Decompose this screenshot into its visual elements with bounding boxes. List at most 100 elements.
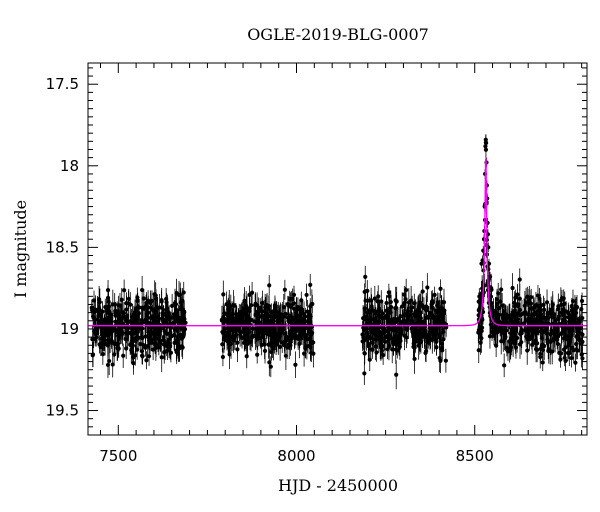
y-tick-label: 19: [60, 320, 79, 338]
data-points-group: [89, 134, 585, 390]
data-point: [159, 299, 164, 304]
data-point: [394, 299, 399, 304]
data-point: [224, 302, 229, 307]
data-point: [177, 346, 182, 351]
data-point: [239, 335, 245, 340]
data-point: [237, 328, 242, 334]
data-point: [505, 349, 511, 354]
data-point: [385, 347, 390, 352]
data-point: [567, 313, 573, 318]
data-point: [389, 304, 394, 310]
data-point: [161, 311, 166, 316]
data-point: [268, 322, 273, 328]
data-point: [135, 295, 140, 300]
data-point: [90, 337, 95, 342]
data-point: [130, 344, 135, 349]
data-point: [152, 292, 157, 297]
data-point: [174, 350, 179, 355]
data-point: [550, 349, 555, 354]
data-point: [561, 307, 566, 312]
data-point: [576, 325, 581, 330]
data-point: [514, 320, 519, 325]
data-point: [397, 336, 402, 341]
data-point: [221, 292, 226, 297]
data-point: [555, 337, 560, 343]
data-point: [437, 308, 443, 314]
data-point: [230, 318, 235, 323]
data-point: [97, 297, 102, 302]
data-point: [362, 337, 367, 343]
data-point: [139, 335, 145, 340]
data-point: [546, 347, 551, 352]
data-point: [263, 305, 268, 310]
data-point: [432, 315, 437, 320]
data-point: [570, 298, 576, 304]
data-point: [393, 347, 398, 352]
data-point: [493, 324, 498, 329]
data-point: [118, 325, 124, 330]
y-axis-label: I magnitude: [11, 200, 30, 298]
data-point: [544, 326, 549, 331]
x-tick-label: 8500: [456, 447, 494, 465]
data-point: [508, 345, 513, 350]
data-point: [368, 326, 373, 332]
data-point: [249, 303, 254, 308]
data-point: [513, 345, 519, 350]
data-point: [134, 306, 139, 311]
data-point: [517, 277, 522, 282]
data-point: [579, 298, 585, 304]
data-point: [517, 307, 522, 313]
data-point: [362, 289, 367, 294]
data-point: [387, 308, 392, 313]
data-point: [302, 330, 307, 335]
data-point: [432, 336, 437, 341]
data-point: [517, 296, 522, 301]
data-point: [128, 302, 133, 307]
data-point: [425, 285, 430, 290]
data-point: [140, 353, 145, 359]
data-point: [244, 308, 249, 313]
data-point: [518, 313, 523, 318]
data-point: [126, 296, 131, 301]
data-point: [124, 346, 129, 351]
data-point: [566, 319, 572, 324]
data-point: [491, 308, 496, 313]
data-point: [540, 360, 545, 365]
data-point: [283, 331, 288, 336]
data-point: [151, 347, 156, 352]
data-point: [122, 314, 127, 320]
data-point: [146, 333, 151, 338]
data-point: [374, 321, 379, 326]
y-tick-label: 17.5: [46, 75, 79, 93]
data-point: [377, 306, 382, 311]
data-point: [420, 289, 425, 294]
data-point: [558, 357, 563, 362]
data-point: [153, 310, 158, 315]
data-point: [103, 328, 108, 333]
data-point: [409, 321, 414, 326]
data-point: [416, 305, 421, 311]
data-point: [430, 300, 435, 306]
data-point: [510, 285, 515, 291]
data-point: [380, 325, 386, 330]
data-point: [258, 335, 263, 340]
data-point: [171, 320, 176, 325]
data-point: [303, 346, 308, 351]
data-point: [372, 296, 377, 301]
data-point: [489, 330, 495, 335]
data-point: [484, 140, 489, 146]
data-point: [402, 292, 407, 297]
data-point: [424, 308, 429, 313]
data-point: [363, 298, 368, 303]
data-point: [113, 327, 118, 332]
data-point: [276, 335, 281, 340]
data-point: [285, 315, 290, 320]
x-tick-label: 7500: [99, 447, 137, 465]
data-point: [118, 315, 123, 321]
data-point: [283, 353, 288, 358]
data-point: [259, 309, 265, 314]
data-point: [172, 332, 177, 338]
data-point: [502, 363, 507, 368]
data-point: [525, 294, 530, 299]
data-point: [285, 302, 290, 307]
